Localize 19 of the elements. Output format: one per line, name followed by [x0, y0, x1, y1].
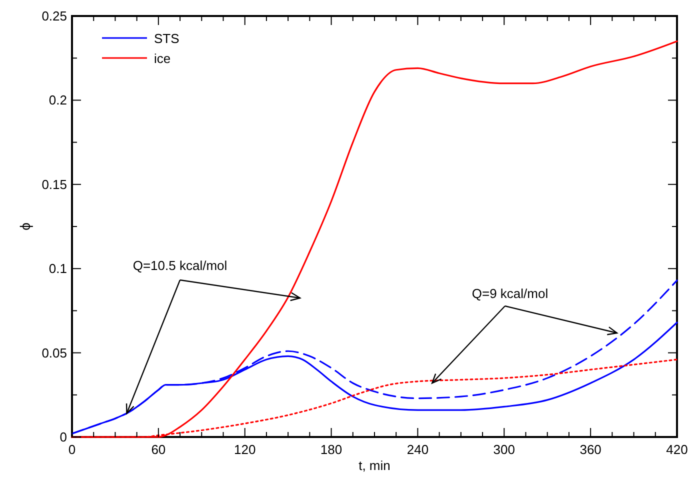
y-tick-label: 0: [60, 430, 67, 444]
x-tick-label: 240: [406, 442, 429, 457]
x-tick-label: 120: [234, 442, 256, 457]
x-tick-label: 420: [666, 442, 688, 457]
annotation: Q=9 kcal/mol: [472, 286, 548, 301]
y-tick-label: 0.05: [42, 345, 67, 360]
y-tick-label: 0.15: [42, 176, 67, 192]
y-tick-label: 0.25: [42, 8, 67, 24]
x-axis-title: t, min: [358, 458, 390, 473]
legend-label: STS: [154, 31, 180, 46]
x-tick-label: 60: [151, 442, 166, 457]
x-tick-label: 300: [493, 442, 515, 457]
annotation: Q=10.5 kcal/mol: [132, 258, 228, 273]
y-tick-label: 0.1: [48, 261, 67, 276]
y-tick-label: 0.2: [48, 92, 67, 108]
y-axis-title: ϕ: [17, 222, 33, 230]
x-tick-label: 360: [580, 442, 602, 457]
x-tick-label: 180: [320, 442, 342, 457]
legend-label: ice: [154, 51, 171, 66]
